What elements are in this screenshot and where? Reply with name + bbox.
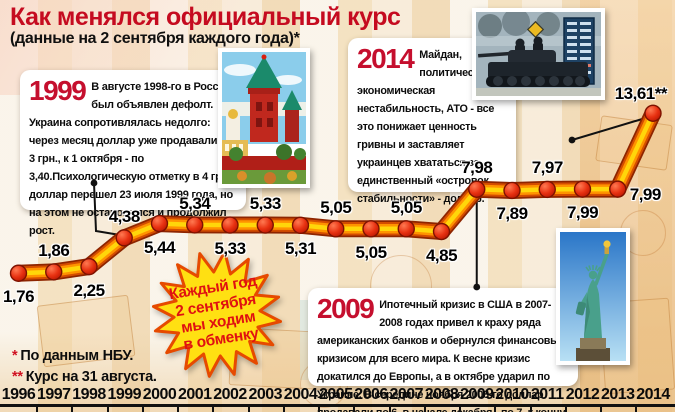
axis-tick bbox=[388, 406, 391, 412]
axis-year-label: 1998 bbox=[72, 386, 106, 403]
callout-1999: 1999 В августе 1998-го в России был объя… bbox=[20, 70, 246, 237]
callout-year: 1999 bbox=[29, 75, 87, 106]
axis-year-label: 2010 bbox=[495, 386, 529, 403]
axis-tick bbox=[423, 406, 426, 412]
axis-tick bbox=[529, 406, 532, 412]
axis-tick bbox=[36, 406, 39, 412]
axis-tick bbox=[600, 406, 603, 412]
axis-year-label: 2012 bbox=[565, 386, 600, 403]
axis-year-label: 2002 bbox=[213, 386, 247, 403]
footnotes: * По данным НБУ. ** Курс на 31 августа. bbox=[12, 346, 157, 388]
axis-year-label: 2007 bbox=[389, 386, 424, 403]
axis-year-label: 2005 bbox=[318, 386, 353, 403]
axis-tick bbox=[106, 406, 109, 412]
statue-of-liberty-photo bbox=[556, 228, 630, 365]
axis-tick bbox=[282, 406, 285, 412]
axis-year-label: 2004 bbox=[283, 386, 318, 403]
axis-year-label: 2014 bbox=[636, 386, 670, 403]
axis-tick bbox=[318, 406, 321, 412]
starburst-badge: Каждый год 2 сентября мы ходим в обменку bbox=[138, 248, 296, 380]
axis-year-label: 1997 bbox=[36, 386, 71, 403]
callout-year: 2009 bbox=[317, 293, 375, 324]
axis-tick bbox=[494, 406, 497, 412]
callout-2009: 2009 Ипотечный кризис в США в 2007-2008 … bbox=[308, 288, 578, 412]
page-subtitle: (данные на 2 сентября каждого года)* bbox=[10, 30, 300, 48]
axis-tick bbox=[459, 406, 462, 412]
axis-tick bbox=[353, 406, 356, 412]
axis-year-label: 2011 bbox=[530, 386, 564, 403]
tank-photo bbox=[472, 8, 605, 100]
banknote-shape bbox=[595, 115, 673, 171]
axis-tick bbox=[247, 406, 250, 412]
axis-year-label: 1999 bbox=[107, 386, 142, 403]
footnote-nbu: * По данным НБУ. bbox=[12, 348, 134, 364]
axis-year-label: 2006 bbox=[354, 386, 388, 403]
axis-tick bbox=[71, 406, 74, 412]
axis-year-label: 2000 bbox=[142, 386, 177, 403]
axis-tick bbox=[212, 406, 215, 412]
axis-tick bbox=[564, 406, 567, 412]
axis-year-label: 1996 bbox=[1, 386, 36, 403]
axis-tick bbox=[177, 406, 180, 412]
x-axis: 1996 1997 1998 1999 2000 2001 2002 2003 2004 2005… bbox=[0, 386, 675, 412]
axis-year-label: 2001 bbox=[177, 386, 212, 403]
axis-year-label: 2008 bbox=[424, 386, 459, 403]
header: Как менялся официальный курс (данные на … bbox=[10, 3, 401, 48]
x-axis-line bbox=[0, 404, 675, 407]
axis-year-label: 2009 bbox=[459, 386, 494, 403]
footnote-aug31: ** Курс на 31 августа. bbox=[12, 369, 157, 386]
kremlin-photo bbox=[218, 48, 310, 188]
axis-year-label: 2003 bbox=[248, 386, 283, 403]
axis-tick bbox=[141, 406, 144, 412]
axis-year-label: 2013 bbox=[600, 386, 635, 403]
callout-year: 2014 bbox=[357, 43, 415, 74]
page-title: Как менялся официальный курс bbox=[10, 3, 401, 31]
axis-tick bbox=[635, 406, 638, 412]
